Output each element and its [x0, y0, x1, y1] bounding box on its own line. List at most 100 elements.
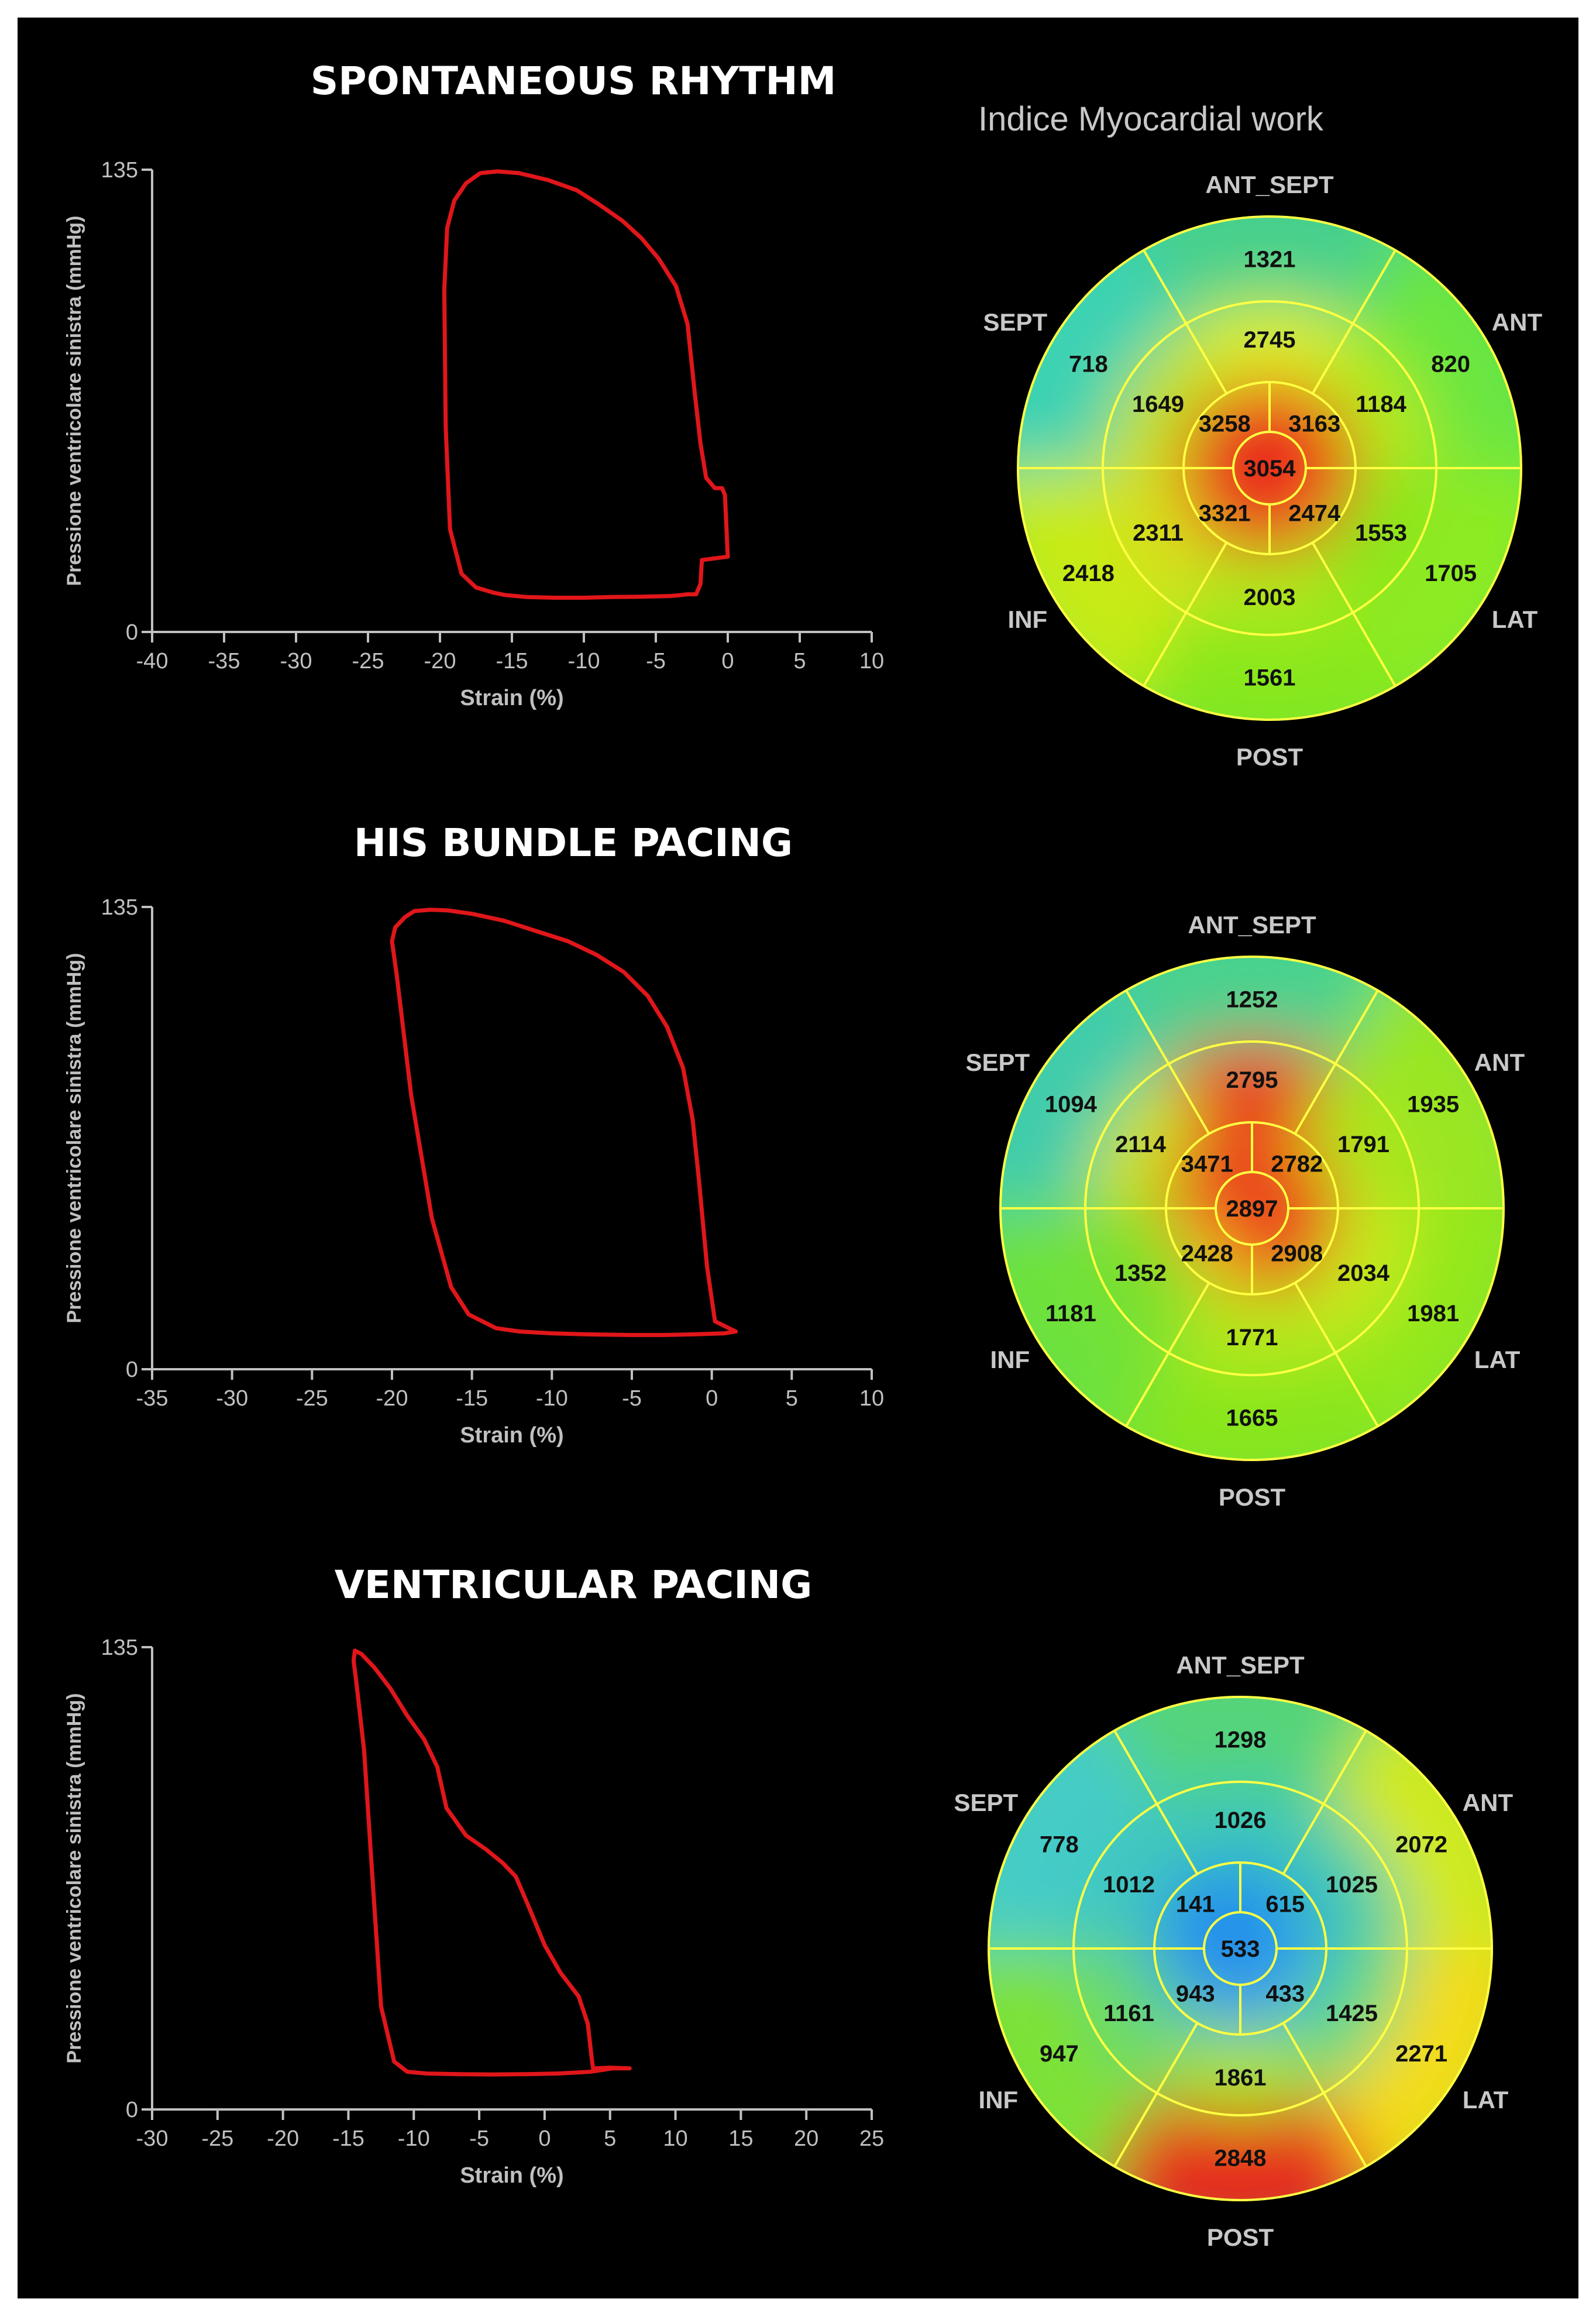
radial-boundary	[1294, 1282, 1379, 1427]
x-tick-label: -25	[201, 2126, 233, 2151]
radial-boundary	[1125, 989, 1210, 1135]
x-tick-label: 25	[859, 2126, 884, 2151]
outer-segment-value: 1981	[1407, 1301, 1459, 1327]
y-tick-label: 0	[126, 1358, 138, 1382]
y-axis-label: Pressione ventricolare sinistra (mmHg)	[63, 1693, 85, 2063]
inner-segment	[1270, 468, 1356, 554]
panel-title-his-bundle: HIS BUNDLE PACING	[353, 820, 793, 865]
y-tick-label: 135	[101, 1635, 138, 1660]
x-tick-label: -30	[280, 649, 312, 674]
inner-segment	[1154, 1949, 1240, 2035]
pressure-strain-loop	[390, 908, 738, 1337]
y-tick-label: 135	[101, 158, 138, 183]
x-tick-label: -40	[136, 649, 168, 674]
middle-segment	[1103, 468, 1227, 613]
wall-label-sept: SEPT	[965, 1049, 1030, 1076]
x-tick-label: 10	[859, 649, 884, 674]
inner-segment-value: 2782	[1271, 1151, 1323, 1177]
middle-segment-value: 1771	[1226, 1325, 1278, 1351]
x-tick-label: -20	[424, 649, 456, 674]
wall-label-lat: LAT	[1463, 2086, 1509, 2114]
outer-segment-value: 1181	[1045, 1301, 1096, 1327]
middle-segment	[1186, 301, 1353, 394]
x-tick-label: 10	[859, 1386, 884, 1411]
inner-segment-value: 943	[1176, 1981, 1215, 2007]
inner-segment	[1240, 1949, 1326, 2035]
middle-segment	[1157, 2023, 1324, 2115]
wall-label-ant: ANT	[1474, 1049, 1525, 1076]
figure-panel: SPONTANEOUS RHYTHM Indice Myocardial wor…	[18, 18, 1578, 2298]
inner-segment-value: 3321	[1199, 501, 1251, 527]
outer-segment-value: 2418	[1062, 561, 1115, 586]
middle-segment	[1085, 1064, 1209, 1208]
outer-segment-value: 1665	[1226, 1406, 1278, 1431]
outer-segment	[1120, 217, 1419, 324]
x-tick-label: -5	[622, 1386, 642, 1411]
x-tick-label: -15	[332, 2126, 364, 2151]
x-tick-label: 0	[538, 2126, 551, 2151]
inner-segment	[1184, 468, 1270, 554]
middle-segment-value: 1649	[1132, 391, 1184, 417]
middle-segment	[1186, 542, 1353, 635]
wall-label-post: POST	[1236, 743, 1303, 771]
wall-label-ant-sept: ANT_SEPT	[1205, 171, 1334, 198]
middle-segment-value: 1553	[1355, 520, 1407, 546]
middle-segment	[1168, 1042, 1336, 1134]
apex-segment-value: 533	[1221, 1936, 1260, 1962]
radial-boundary	[1311, 542, 1396, 687]
middle-segment	[1074, 1804, 1198, 1949]
middle-segment-value: 2114	[1115, 1132, 1167, 1157]
apex-segment-value: 2897	[1226, 1196, 1278, 1222]
x-tick-label: -15	[496, 649, 528, 674]
wall-label-lat: LAT	[1492, 606, 1538, 633]
inner-segment-value: 615	[1265, 1891, 1305, 1917]
middle-segment-value: 2795	[1226, 1067, 1278, 1093]
outer-segment	[1103, 1352, 1401, 1460]
radial-boundary	[1113, 1730, 1199, 1875]
outer-segment	[1091, 1697, 1389, 1805]
radial-boundary	[1143, 542, 1228, 687]
wall-label-ant: ANT	[1492, 308, 1543, 336]
x-tick-label: -10	[536, 1386, 568, 1411]
wall-label-ant-sept: ANT_SEPT	[1188, 911, 1316, 939]
wall-label-post: POST	[1219, 1483, 1286, 1511]
panel-title-ventricular: VENTRICULAR PACING	[334, 1562, 813, 1607]
outer-segment-value: 2848	[1215, 2146, 1267, 2171]
middle-segment-value: 1161	[1103, 2001, 1154, 2026]
x-tick-label: -10	[568, 649, 600, 674]
bullseye-color-field	[1000, 957, 1504, 1460]
inner-segment-value: 3258	[1199, 411, 1251, 437]
inner-segment-value: 2428	[1181, 1241, 1233, 1267]
inner-segment	[1184, 382, 1270, 468]
inner-segment	[1252, 1122, 1338, 1208]
outer-segment-value: 1705	[1425, 561, 1477, 586]
middle-segment-value: 2745	[1244, 327, 1296, 353]
middle-segment	[1283, 1949, 1407, 2093]
x-axis-label: Strain (%)	[460, 1423, 563, 1448]
middle-segment-value: 1861	[1215, 2065, 1267, 2091]
x-tick-label: 10	[663, 2126, 687, 2151]
radial-boundary	[1125, 1282, 1210, 1427]
x-tick-label: -5	[646, 649, 666, 674]
x-tick-label: 0	[721, 649, 734, 674]
outer-segment-value: 778	[1040, 1832, 1079, 1857]
middle-segment	[1085, 1208, 1209, 1353]
x-tick-label: 15	[728, 2126, 753, 2151]
middle-segment	[1283, 1804, 1407, 1949]
x-tick-label: -10	[398, 2126, 430, 2151]
middle-segment	[1295, 1064, 1419, 1208]
radial-boundary	[1143, 249, 1228, 394]
pressure-strain-loop	[442, 169, 730, 600]
map-title: Indice Myocardial work	[978, 100, 1323, 138]
radial-boundary	[1113, 2022, 1199, 2167]
middle-segment	[1157, 1782, 1324, 1874]
middle-segment-value: 1026	[1215, 1808, 1267, 1833]
y-tick-label: 135	[101, 895, 138, 920]
apex-segment-value: 3054	[1244, 456, 1296, 482]
x-tick-label: -20	[267, 2126, 299, 2151]
middle-segment-value: 2003	[1244, 585, 1296, 610]
x-tick-label: -30	[136, 2126, 168, 2151]
x-tick-label: 20	[794, 2126, 818, 2151]
bullseye-color-field	[1018, 217, 1521, 720]
inner-segment-value: 433	[1265, 1981, 1305, 2007]
